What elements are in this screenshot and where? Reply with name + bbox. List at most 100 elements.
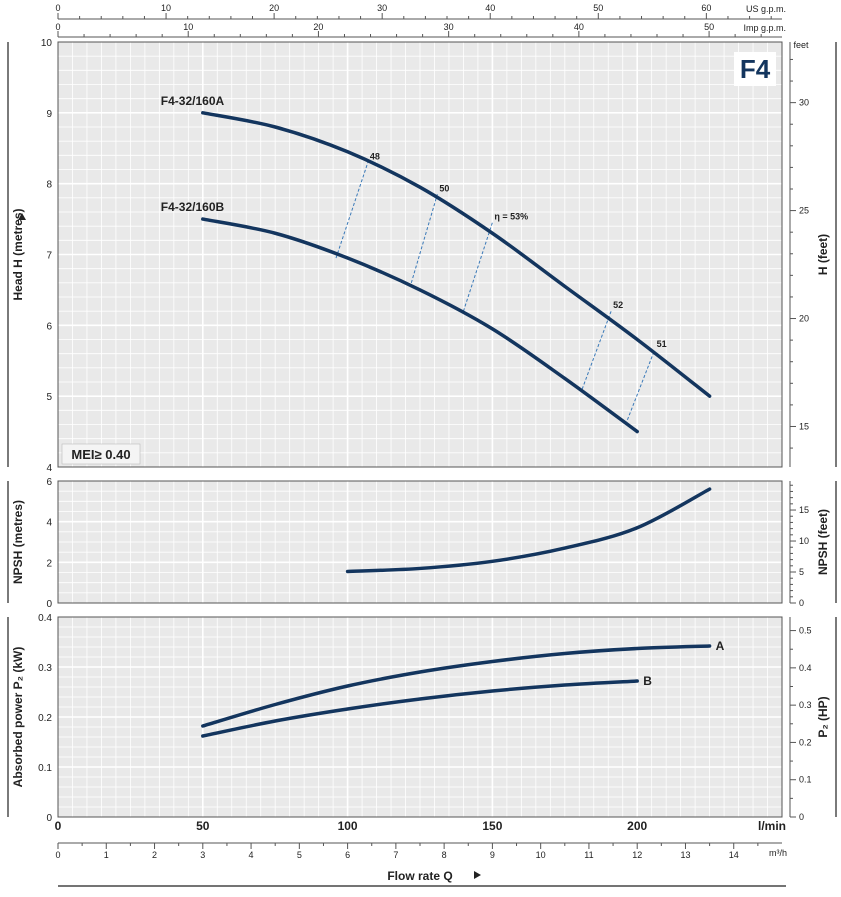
us-gpm-tick-label: 30	[377, 3, 387, 13]
power-right-tick-label: 0.3	[799, 700, 812, 710]
flow-rate-title: Flow rate Q	[387, 869, 452, 883]
head-arrow-icon	[18, 213, 26, 220]
series-label: A	[716, 639, 725, 653]
power-right-tick-label: 0.4	[799, 663, 812, 673]
head-ytick-label: 6	[46, 321, 52, 332]
npsh-ylabel-right: NPSH (feet)	[816, 509, 830, 575]
efficiency-label: 51	[657, 339, 667, 349]
npsh-ytick-label: 6	[46, 477, 52, 488]
power-series-line	[201, 644, 712, 728]
efficiency-line	[625, 349, 656, 425]
us-gpm-unit: US g.p.m.	[746, 4, 786, 14]
m3h-tick-label: 1	[104, 850, 109, 860]
series-label: F4-32/160B	[161, 200, 225, 214]
efficiency-label: η = 53%	[494, 212, 528, 222]
head-panel: 4 5 6 7 8 9 10 15 20 25 30 Head H (metres) H (feet) f…	[11, 38, 830, 474]
npsh-frame	[57, 480, 783, 604]
head-right-tick-label: 15	[799, 421, 809, 431]
imp-gpm-tick-label: 0	[55, 22, 60, 32]
imp-gpm-tick-label: 30	[444, 22, 454, 32]
us-gpm-tick-label: 60	[701, 3, 711, 13]
m3h-tick-label: 14	[729, 850, 739, 860]
npsh-ytick-label: 4	[46, 518, 52, 529]
head-ytick-label: 5	[46, 392, 52, 403]
npsh-ylabel: NPSH (metres)	[11, 500, 25, 584]
m3h-tick-label: 9	[490, 850, 495, 860]
series-label: F4-32/160A	[161, 94, 225, 108]
imp-gpm-unit: Imp g.p.m.	[743, 23, 786, 33]
power-series-line	[201, 679, 639, 738]
npsh-right-tick-label: 15	[799, 505, 809, 515]
power-ytick-label: 0	[46, 813, 52, 824]
top-axes: 0 10 20 30 40 50 60 US g.p.m. 0 10 20 30 40 50 Imp g.p…	[55, 3, 786, 38]
npsh-right-tick-label: 10	[799, 536, 809, 546]
power-ytick-label: 0.1	[38, 763, 52, 774]
lmin-unit: l/min	[758, 819, 786, 833]
head-right-tick-label: 30	[799, 98, 809, 108]
head-right-tick-label: 25	[799, 206, 809, 216]
power-ytick-label: 0.4	[38, 613, 52, 624]
flow-arrow-icon	[474, 871, 481, 879]
efficiency-line	[335, 162, 369, 259]
head-ytick-label: 7	[46, 251, 52, 262]
us-gpm-tick-label: 20	[269, 3, 279, 13]
power-right-tick-label: 0	[799, 812, 804, 822]
mei-label: MEI≥ 0.40	[71, 447, 130, 462]
npsh-right-tick-label: 5	[799, 567, 804, 577]
model-badge: F4	[740, 54, 771, 84]
head-right-tick-label: 20	[799, 314, 809, 324]
imp-gpm-tick-label: 20	[313, 22, 323, 32]
power-frame	[57, 616, 783, 818]
lmin-tick-label: 100	[338, 819, 358, 833]
head-series-line	[201, 111, 712, 398]
head-series-line	[201, 217, 639, 434]
us-gpm-tick-label: 50	[593, 3, 603, 13]
m3h-tick-label: 8	[442, 850, 447, 860]
head-frame	[57, 41, 783, 468]
power-ytick-label: 0.3	[38, 663, 52, 674]
series-label: B	[643, 674, 652, 688]
efficiency-label: 50	[439, 183, 449, 193]
head-ytick-label: 4	[46, 463, 52, 474]
power-ylabel: Absorbed power P₂ (kW)	[11, 647, 25, 788]
lmin-tick-label: 0	[55, 819, 62, 833]
m3h-tick-label: 12	[632, 850, 642, 860]
m3h-tick-label: 6	[345, 850, 350, 860]
power-right-tick-label: 0.1	[799, 775, 812, 785]
npsh-series-line	[345, 487, 712, 574]
badge-box	[734, 52, 776, 86]
efficiency-label: 48	[370, 151, 380, 161]
npsh-ytick-label: 0	[46, 599, 52, 610]
m3h-tick-label: 2	[152, 850, 157, 860]
us-gpm-tick-label: 40	[485, 3, 495, 13]
power-right-tick-label: 0.5	[799, 626, 812, 636]
power-ylabel-right: P₂ (HP)	[816, 696, 830, 737]
efficiency-line	[581, 310, 612, 390]
head-ytick-label: 10	[41, 38, 53, 49]
us-gpm-tick-label: 0	[55, 3, 60, 13]
power-ytick-label: 0.2	[38, 713, 52, 724]
m3h-tick-label: 7	[393, 850, 398, 860]
npsh-ytick-label: 2	[46, 558, 52, 569]
m3h-tick-label: 10	[536, 850, 546, 860]
m3h-tick-label: 3	[200, 850, 205, 860]
efficiency-label: 52	[613, 300, 623, 310]
imp-gpm-tick-label: 10	[183, 22, 193, 32]
head-ytick-label: 8	[46, 180, 52, 191]
head-ylabel-right: H (feet)	[816, 234, 830, 275]
m3h-tick-label: 11	[584, 850, 593, 860]
m3h-tick-label: 5	[297, 850, 302, 860]
lmin-tick-label: 50	[196, 819, 210, 833]
power-right-tick-label: 0.2	[799, 737, 812, 747]
npsh-right-tick-label: 0	[799, 598, 804, 608]
npsh-panel: 0 2 4 6 0 5 10 15 NPSH (metres) NPSH (feet)	[11, 477, 830, 610]
head-right-unit: feet	[793, 40, 809, 50]
imp-gpm-tick-label: 50	[704, 22, 714, 32]
m3h-tick-label: 0	[55, 850, 60, 860]
m3h-tick-label: 4	[249, 850, 254, 860]
m3h-tick-label: 13	[680, 850, 690, 860]
m3h-unit: m³/h	[769, 848, 787, 858]
